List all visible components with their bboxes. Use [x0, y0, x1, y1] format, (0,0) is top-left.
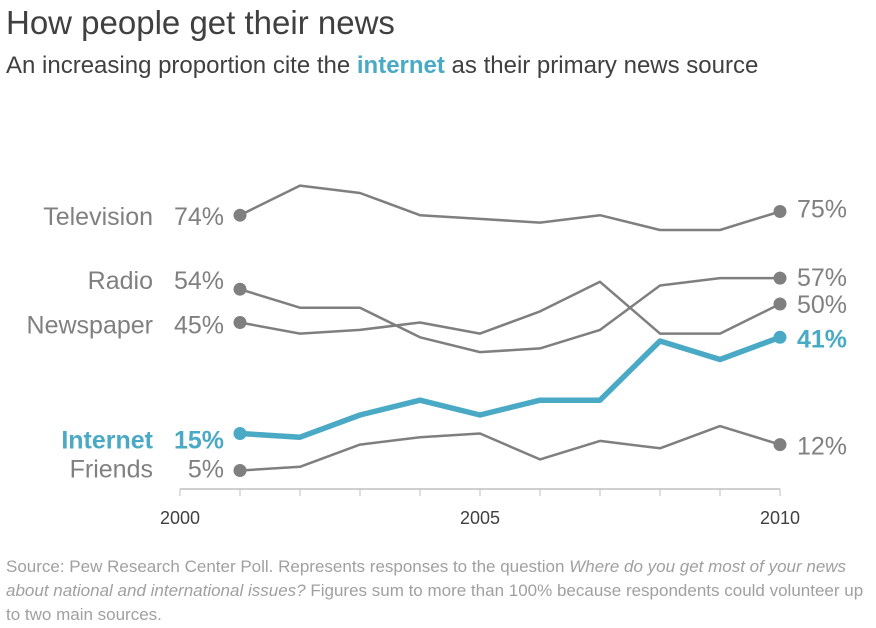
start-value-label-radio: 54%	[174, 267, 224, 295]
end-value-label-internet: 41%	[797, 325, 847, 353]
series-point-start-radio	[233, 282, 247, 296]
series-point-start-newspaper	[233, 316, 247, 329]
series-line-newspaper	[238, 280, 782, 335]
end-value-label-radio: 57%	[797, 264, 847, 292]
subtitle-text-before: An increasing proportion cite the	[6, 52, 357, 79]
subtitle-text-after: as their primary news source	[444, 52, 759, 79]
x-tick-label: 2005	[460, 508, 500, 528]
series-name-internet: Internet	[61, 427, 153, 455]
source-text-before: Source: Pew Research Center Poll. Repres…	[6, 557, 570, 576]
series-line-friends	[238, 424, 782, 472]
start-value-label-newspaper: 45%	[174, 312, 224, 340]
series-point-end-television	[773, 205, 787, 218]
x-tick-label: 2010	[760, 508, 800, 528]
series-point-start-friends	[233, 464, 247, 477]
series-line-internet	[237, 334, 783, 440]
series-name-newspaper: Newspaper	[27, 312, 153, 340]
line-chart: 2000 2005 2010 Television 74% 75% Radio 54% 57% N…	[27, 184, 847, 528]
chart-subtitle: An increasing proportion cite the intern…	[6, 52, 758, 80]
start-value-label-internet: 15%	[174, 427, 224, 455]
series-point-end-radio	[773, 271, 787, 285]
series-point-end-newspaper	[773, 297, 787, 311]
source-text-after: Figures sum to more than 100% because re…	[6, 581, 864, 624]
series-line-radio	[238, 276, 782, 354]
series-name-radio: Radio	[88, 267, 153, 295]
series-line-television	[238, 184, 782, 232]
series-point-start-internet	[233, 427, 247, 440]
series-point-end-friends	[773, 438, 787, 452]
source-question: Where do you get most of your news about…	[6, 557, 847, 600]
source-note: Source: Pew Research Center Poll. Repres…	[6, 555, 868, 627]
x-tick-label: 2000	[160, 508, 200, 528]
end-value-label-television: 75%	[797, 196, 847, 224]
series-point-end-internet	[773, 330, 787, 344]
end-value-label-newspaper: 50%	[797, 291, 847, 319]
start-value-label-television: 74%	[174, 203, 224, 231]
chart-title: How people get their news	[6, 4, 395, 41]
series-name-television: Television	[43, 203, 153, 231]
subtitle-highlight: internet	[356, 52, 445, 79]
end-value-label-friends: 12%	[797, 433, 847, 461]
series-name-friends: Friends	[70, 456, 153, 484]
start-value-label-friends: 5%	[188, 456, 224, 484]
series-point-start-television	[233, 208, 247, 222]
